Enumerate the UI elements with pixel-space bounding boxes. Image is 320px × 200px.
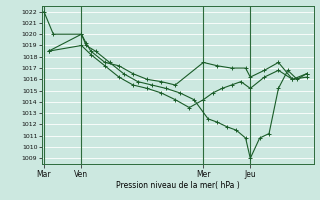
X-axis label: Pression niveau de la mer( hPa ): Pression niveau de la mer( hPa ) — [116, 181, 239, 190]
